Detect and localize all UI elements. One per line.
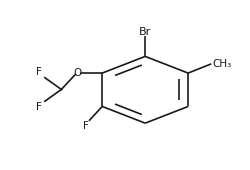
Text: F: F [82, 121, 88, 131]
Text: Br: Br [138, 27, 151, 37]
Text: F: F [36, 67, 42, 77]
Text: CH₃: CH₃ [211, 59, 231, 69]
Text: F: F [36, 102, 42, 112]
Text: O: O [74, 68, 82, 78]
